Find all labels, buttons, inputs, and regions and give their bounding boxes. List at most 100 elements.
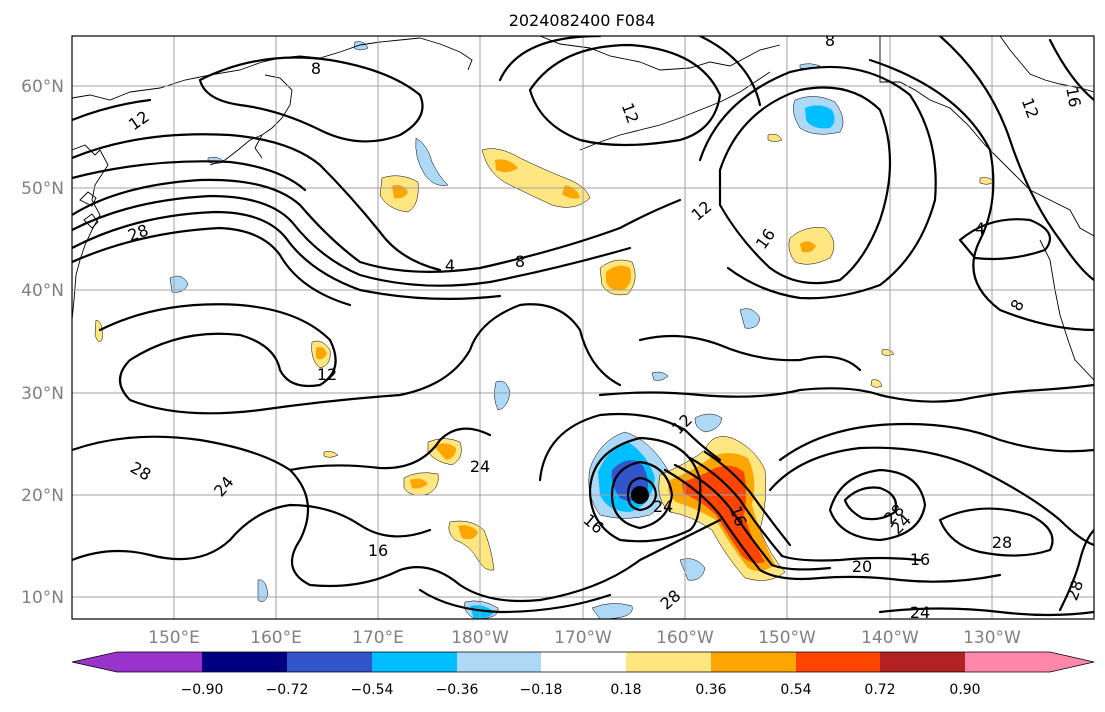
- lon-label: 140°W: [861, 628, 919, 648]
- contour-label: 24: [210, 473, 238, 501]
- coastline-alaska-west: [539, 36, 781, 71]
- lat-label: 10°N: [21, 588, 64, 608]
- contour-line: [958, 218, 1052, 261]
- anomaly-pos-mid: [458, 525, 478, 540]
- anomaly-neg-light: [694, 413, 723, 433]
- figure-title: 2024082400 F084: [509, 11, 656, 30]
- contour-line: [72, 194, 632, 287]
- colorbar-tick-label: 0.72: [864, 682, 895, 698]
- contour-label: 8: [515, 252, 525, 271]
- anomaly-pos-mid: [316, 346, 327, 360]
- contour-label: 16: [368, 541, 388, 560]
- contour-label: 24: [653, 497, 673, 516]
- contour-line: [638, 334, 862, 372]
- contour-line: [938, 507, 1054, 557]
- lat-label: 60°N: [21, 77, 64, 97]
- colorbar-segment: [880, 652, 965, 672]
- colorbar-segment: [287, 652, 372, 672]
- contour-label: 16: [752, 225, 779, 253]
- colorbar-segment: [457, 652, 541, 672]
- colorbar-tick-label: 0.54: [780, 682, 811, 698]
- contour-label: 24: [470, 457, 490, 476]
- contour-line: [1048, 38, 1094, 102]
- coastline-kamchatka: [254, 74, 293, 159]
- contour-line: [768, 446, 1094, 547]
- contour-label: 12: [688, 197, 716, 225]
- anomaly-pos-light: [481, 148, 591, 208]
- plot-frame: [71, 35, 1095, 620]
- lon-label: 130°W: [963, 628, 1021, 648]
- lat-label: 30°N: [21, 384, 64, 404]
- anomaly-pos-mid: [434, 443, 456, 460]
- coastline-aleutians: [579, 71, 771, 151]
- contour-label: 12: [668, 410, 696, 438]
- colorbar-segment: [541, 652, 626, 672]
- lat-label: 50°N: [21, 179, 64, 199]
- contour-label: 8: [825, 31, 835, 50]
- contour-lines: [72, 36, 1094, 617]
- contour-line: [498, 36, 762, 107]
- anomaly-neg-light: [353, 41, 369, 51]
- anomaly-neg-mid: [805, 105, 835, 129]
- colorbar-segment: [202, 652, 287, 672]
- colorbar-segment: [372, 652, 457, 672]
- positive-anomaly-shading: [94, 133, 995, 581]
- anomaly-pos-mid: [606, 265, 632, 291]
- contour-label: 12: [125, 107, 153, 134]
- anomaly-pos-light: [448, 520, 495, 571]
- anomaly-pos-mid: [410, 478, 428, 489]
- contour-label: 16: [1062, 85, 1084, 108]
- colorbar-segment: [965, 652, 1094, 672]
- colorbar-tick-label: −0.54: [351, 682, 394, 698]
- anomaly-pos-mid: [495, 159, 518, 173]
- contour-line: [878, 607, 1094, 617]
- contour-line: [72, 178, 682, 273]
- contour-line: [418, 588, 612, 614]
- colorbar-tick-label: 0.18: [610, 682, 641, 698]
- contour-label-group: 4 8 8 8 12 12 12 12 12 16 16 16 16 16 16…: [125, 31, 1087, 622]
- contour-line: [538, 412, 722, 482]
- cyclone-center-marker: [631, 486, 649, 504]
- contour-line: [868, 58, 1094, 332]
- lon-label: 150°E: [148, 628, 200, 648]
- contour-line: [598, 383, 1094, 403]
- lat-label: 20°N: [21, 486, 64, 506]
- colorbar-tick-label: −0.90: [181, 682, 224, 698]
- colorbar-segment: [72, 652, 202, 672]
- contour-line: [72, 210, 502, 300]
- lon-label: 170°W: [554, 628, 612, 648]
- colorbar-segment: [626, 652, 711, 672]
- contour-line: [663, 468, 1002, 583]
- colorbar-tick-label: −0.36: [436, 682, 479, 698]
- contour-label: 28: [657, 586, 685, 614]
- anomaly-pos-light: [323, 451, 339, 458]
- coastline-alaska-canada: [879, 36, 1094, 237]
- map-plot-area: 4 8 8 8 12 12 12 12 12 16 16 16 16 16 16…: [72, 31, 1094, 622]
- contour-label: 8: [311, 59, 321, 78]
- contour-line: [1058, 528, 1094, 612]
- colorbar-segment: [711, 652, 796, 672]
- contour-line: [72, 427, 492, 472]
- anomaly-neg-light: [257, 579, 269, 602]
- graticule: [72, 36, 1094, 619]
- contour-label: 4: [445, 256, 455, 275]
- contour-line: [72, 98, 152, 122]
- anomaly-pos-mid: [800, 241, 816, 253]
- contour-label: 16: [910, 550, 930, 569]
- lon-label: 160°W: [656, 628, 714, 648]
- colorbar-tick-label: 0.90: [949, 682, 980, 698]
- anomaly-pos-light: [870, 379, 883, 388]
- contour-label: 12: [618, 100, 643, 126]
- contour-line: [528, 43, 722, 147]
- contour-label: 24: [910, 603, 930, 622]
- contour-line: [938, 36, 1094, 282]
- contour-label: 28: [992, 533, 1012, 552]
- anomaly-neg-light: [651, 371, 669, 381]
- longitude-labels: 150°E 160°E 170°E 180°W 170°W 160°W 150°…: [148, 628, 1021, 648]
- contour-line: [288, 468, 722, 603]
- lon-label: 160°E: [250, 628, 302, 648]
- colorbar-tick-label: −0.72: [266, 682, 309, 698]
- anomaly-pos-light: [881, 349, 895, 356]
- contour-line: [828, 468, 927, 542]
- coastline-japan: [79, 191, 99, 229]
